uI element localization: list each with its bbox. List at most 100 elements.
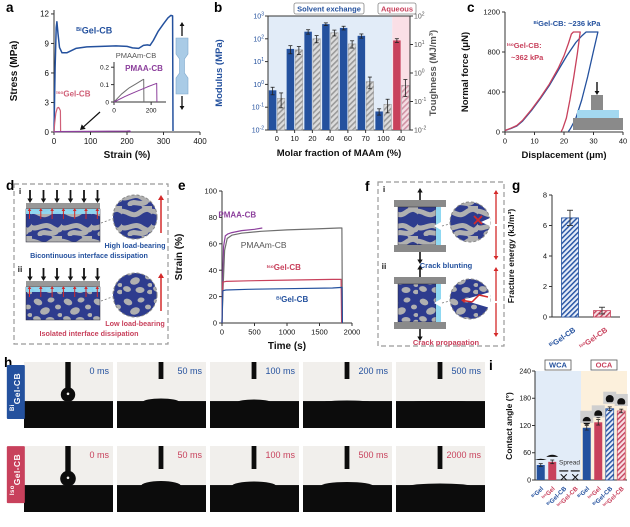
c-isogel-annotation-2: ~362 kPa	[511, 53, 544, 62]
i-droplet-icon	[617, 398, 626, 407]
droplet-photo-frame: 100 ms	[210, 446, 299, 512]
y-tick-label: 1200	[483, 8, 500, 17]
y-tick-label: 120	[519, 423, 531, 430]
i-wca-label: WCA	[549, 361, 567, 370]
y-tick-label: 0.2	[100, 64, 109, 71]
d-load-arrow-head	[94, 276, 101, 281]
a-dumbbell-shape	[175, 37, 189, 95]
droplet-photo-frame: 50 ms	[117, 446, 206, 512]
b-modulus-bar	[286, 48, 295, 130]
panel-label-f: f	[365, 179, 370, 194]
e-y-axis-title: Strain (%)	[174, 234, 185, 281]
panel-label-i: i	[489, 358, 493, 373]
x-tick-label: 100	[84, 137, 98, 146]
b-modulus-bar	[268, 90, 277, 130]
y-tick-label: 180	[519, 396, 531, 403]
b-modulus-bar	[357, 35, 366, 131]
b-modulus-bar	[304, 31, 312, 130]
f-pull-up-arrow-head	[417, 188, 423, 193]
b-modulus-bar	[339, 27, 348, 131]
x-tick-label: 30	[589, 137, 597, 146]
log-tick-label: 102	[253, 34, 264, 43]
i-droplet-icon-base	[614, 404, 628, 406]
spread-droplet	[325, 400, 369, 404]
x-tick-label: 1500	[311, 328, 328, 337]
spread-droplet	[232, 481, 276, 491]
c-indentation-icon	[573, 82, 623, 130]
d-roman-i: i	[19, 186, 21, 196]
d-dissipation-arrow-head	[72, 286, 77, 289]
y-tick-label: 240	[519, 368, 531, 375]
f-top-plate	[394, 200, 446, 207]
row-label-sup: Bi	[10, 404, 16, 412]
c-substrate	[573, 118, 623, 130]
droplet-photo-frame: 0 ms	[24, 362, 113, 428]
e-curve-PMAAm-CB	[221, 227, 343, 324]
y-tick-label: 0	[45, 128, 50, 137]
panel-label-d: d	[6, 178, 15, 193]
x-tick-label: 0	[220, 328, 224, 337]
a-dumbbell-specimen-icon	[175, 22, 189, 110]
e-curve-label: IsoGel-CB	[267, 263, 302, 272]
panel-label-b: b	[214, 0, 223, 15]
i-droplet-icon-bg	[580, 410, 594, 423]
g-y-axis-title: Fracture energy (kJ/m³)	[506, 209, 516, 304]
i-wca-region	[535, 371, 581, 480]
y-tick-label: 6	[45, 69, 50, 78]
substrate	[117, 402, 206, 428]
c-y-axis-title: Normal force (μN)	[460, 32, 471, 112]
x-tick-label: 500	[248, 328, 261, 337]
f-stretch-arrow-up-head	[493, 190, 499, 194]
x-tick-label: 300	[157, 137, 171, 146]
needle	[158, 362, 164, 379]
row-label-main: Gel-CB	[11, 373, 22, 405]
d-loadbearing-arrow-head	[158, 273, 164, 278]
log-tick-label: 100	[414, 69, 425, 78]
panel-label-e: e	[178, 178, 186, 193]
panel-label-h: h	[4, 355, 13, 370]
y-tick-label: 0	[105, 99, 109, 106]
b-solvent-exchange-box	[293, 2, 365, 15]
y-tick-label: 8	[543, 191, 547, 200]
d-load-arrow-head	[81, 276, 87, 281]
time-label: 50 ms	[177, 450, 202, 460]
needle	[344, 362, 350, 379]
e-curve-BiGel-CB	[221, 286, 343, 324]
substrate	[396, 402, 485, 428]
f-top-plate	[394, 277, 446, 284]
f-blocked-x	[473, 215, 483, 225]
log-tick-label: 103	[253, 12, 264, 21]
time-label: 100 ms	[265, 366, 295, 376]
y-tick-label: 0	[496, 128, 500, 137]
d-connector	[100, 296, 113, 302]
droplet-photo-frame: 50 ms	[117, 362, 206, 428]
x-tick-label: 100	[377, 134, 390, 143]
log-tick-label: 101	[253, 57, 264, 66]
e-curve-label: PMAA-CB	[218, 210, 256, 219]
f-stretch-arrow-down-head	[493, 333, 499, 337]
x-tick-label: 1000	[279, 328, 296, 337]
x-tick-label: 40	[397, 134, 405, 143]
needle	[158, 446, 164, 469]
f-crack-arrow	[464, 299, 473, 303]
d-connector	[100, 218, 113, 224]
b-left-y-axis-title: Modulus (MPa)	[214, 39, 225, 107]
time-label: 2000 ms	[446, 450, 481, 460]
a-curve-label: IsoGel-CB	[56, 90, 91, 99]
f-dashed-border	[377, 181, 505, 347]
f-caption: Crack propagation	[413, 338, 480, 347]
a-inset-pointer-arrow-head	[80, 124, 86, 130]
a-curve-label: BiGel-CB	[76, 26, 113, 36]
needle	[437, 362, 443, 379]
droplet-photo-frame: 500 ms	[303, 446, 392, 512]
time-label: 500 ms	[451, 366, 481, 376]
spread-droplet	[238, 399, 270, 405]
e-curve-label: BiGel-CB	[276, 295, 308, 304]
a-y-axis-title: Stress (MPa)	[9, 41, 20, 102]
d-caption: Bicontinuous interface dissipation	[30, 251, 148, 260]
d-dissipation-arrow-head	[95, 286, 100, 289]
i-droplet-icon	[546, 454, 559, 457]
row-label-main: Gel-CB	[11, 454, 22, 486]
y-tick-label: 12	[40, 10, 49, 19]
